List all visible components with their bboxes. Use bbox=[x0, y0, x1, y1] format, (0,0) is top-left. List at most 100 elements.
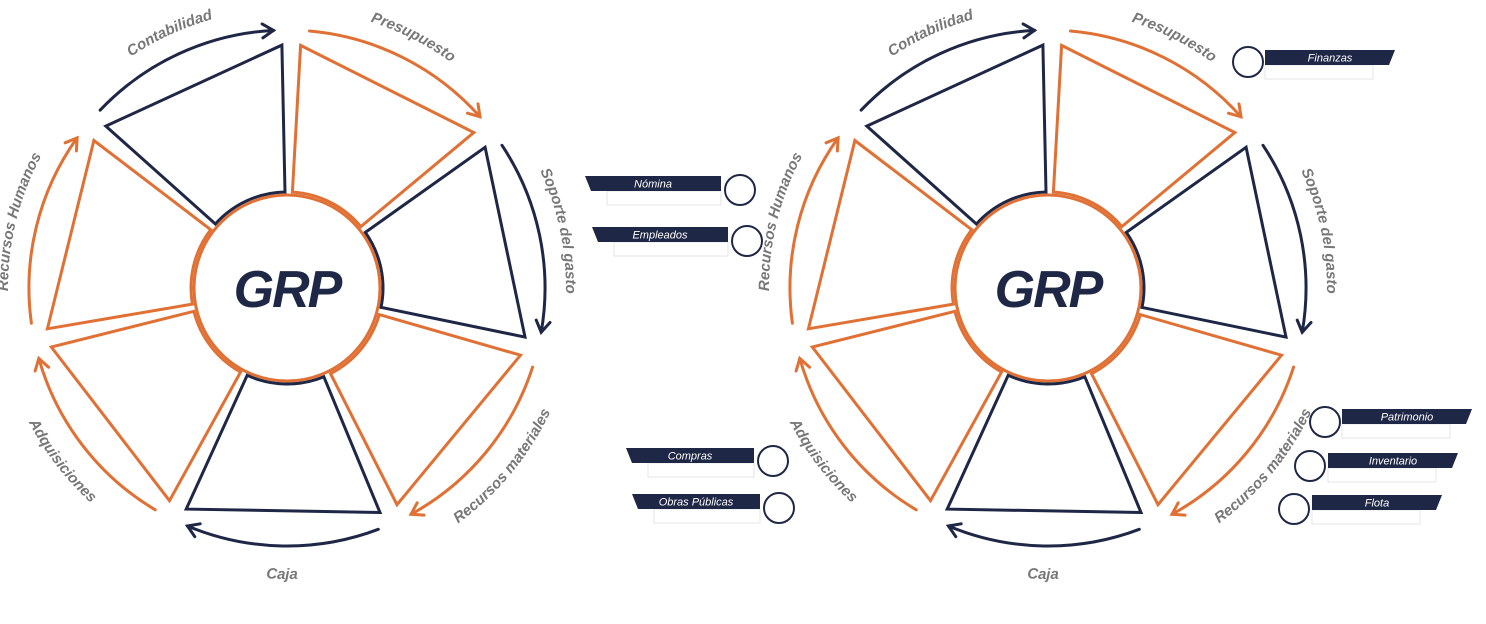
flow-arrow-presupuesto bbox=[1069, 29, 1243, 119]
tag-label: Flota bbox=[1365, 498, 1389, 510]
segment-contabilidad[interactable] bbox=[103, 42, 287, 227]
segment-label-soporte-del-gasto: Soporte del gasto bbox=[1297, 165, 1340, 293]
flow-arrowhead-icon bbox=[794, 355, 812, 373]
segment-label-recursos-materiales: Recursos materiales bbox=[450, 406, 554, 527]
flow-arrowhead-icon bbox=[1295, 318, 1313, 335]
tag-bar bbox=[1312, 495, 1442, 510]
hub-circle bbox=[192, 193, 382, 383]
tag-value-field bbox=[1341, 423, 1451, 439]
segment-label-adquisiciones: Adquisiciones bbox=[786, 415, 861, 506]
tag-value-field bbox=[1327, 467, 1437, 483]
segment-label-caja: Caja bbox=[266, 565, 298, 583]
tag-flota[interactable]: Flota bbox=[1278, 493, 1442, 525]
flow-arrow-recursos-materiales bbox=[409, 365, 535, 516]
hub-circle bbox=[953, 193, 1143, 383]
tag-empleados[interactable]: Empleados bbox=[592, 225, 763, 257]
flow-arrowhead-icon bbox=[184, 522, 202, 539]
tag-value-field bbox=[647, 462, 755, 478]
segment-label-caja: Caja bbox=[1027, 565, 1059, 583]
segment-soporte-del-gasto[interactable] bbox=[1124, 144, 1288, 340]
flow-arrow-contabilidad bbox=[98, 28, 275, 112]
flow-arrow-caja bbox=[946, 524, 1141, 548]
flow-arrow-contabilidad bbox=[859, 28, 1036, 112]
segment-label-contabilidad: Contabilidad bbox=[885, 6, 976, 60]
tag-bar bbox=[1342, 409, 1472, 424]
tag-finanzas[interactable]: Finanzas bbox=[1232, 46, 1395, 80]
tag-circle-icon bbox=[1309, 406, 1341, 438]
flow-arrowhead-icon bbox=[260, 22, 277, 40]
tag-obras-publicas[interactable]: Obras Públicas bbox=[632, 492, 795, 524]
flow-arrow-caja bbox=[185, 524, 380, 548]
tag-bar bbox=[626, 448, 754, 463]
tag-value-field bbox=[613, 241, 729, 257]
tag-value-field bbox=[653, 508, 761, 524]
flow-arrow-soporte-del-gasto bbox=[1261, 143, 1308, 334]
flow-arrow-presupuesto bbox=[308, 29, 482, 119]
tag-label: Nómina bbox=[634, 179, 672, 191]
segment-label-presupuesto: Presupuesto bbox=[1130, 9, 1220, 65]
tag-bar bbox=[632, 494, 760, 509]
flow-arrowhead-icon bbox=[534, 318, 552, 335]
segment-label-presupuesto: Presupuesto bbox=[369, 9, 459, 65]
module-tags: Nómina Empleados Compras Obras Públicas Fina… bbox=[585, 46, 1472, 525]
segment-presupuesto[interactable] bbox=[290, 43, 477, 229]
flow-arrow-recursos-humanos bbox=[788, 136, 840, 325]
segment-label-adquisiciones: Adquisiciones bbox=[25, 415, 100, 506]
segment-label-soporte-del-gasto: Soporte del gasto bbox=[536, 165, 579, 293]
tag-nomina[interactable]: Nómina bbox=[585, 174, 756, 206]
flow-arrow-soporte-del-gasto bbox=[500, 143, 547, 334]
tag-bar bbox=[1265, 50, 1395, 65]
tag-value-field bbox=[1311, 509, 1421, 525]
flow-arrow-adquisiciones bbox=[37, 357, 157, 512]
grp-wheel-left: Presupuesto Soporte del gasto Recursos mat… bbox=[0, 6, 579, 583]
segment-recursos-materiales[interactable] bbox=[1089, 312, 1285, 508]
tag-circle-icon bbox=[763, 492, 795, 524]
segment-caja[interactable] bbox=[944, 373, 1144, 515]
tag-value-field bbox=[606, 190, 722, 206]
segment-presupuesto[interactable] bbox=[1051, 43, 1238, 229]
tag-value-field bbox=[1264, 64, 1374, 80]
tag-label: Finanzas bbox=[1308, 53, 1353, 65]
tag-circle-icon bbox=[1294, 450, 1326, 482]
flow-arrowhead-icon bbox=[945, 522, 963, 539]
hub-title: GRP bbox=[234, 261, 343, 319]
tag-compras[interactable]: Compras bbox=[626, 445, 789, 478]
tag-inventario[interactable]: Inventario bbox=[1294, 450, 1458, 483]
segment-label-contabilidad: Contabilidad bbox=[124, 6, 215, 60]
segment-recursos-materiales[interactable] bbox=[328, 312, 524, 508]
tag-label: Compras bbox=[668, 451, 713, 463]
segment-recursos-humanos[interactable] bbox=[806, 137, 974, 331]
segment-recursos-humanos[interactable] bbox=[45, 137, 213, 331]
tag-bar bbox=[585, 176, 721, 191]
tag-bar bbox=[1328, 453, 1458, 468]
flow-arrowhead-icon bbox=[33, 355, 51, 373]
tag-patrimonio[interactable]: Patrimonio bbox=[1309, 406, 1472, 439]
tag-label: Inventario bbox=[1369, 456, 1417, 468]
flow-arrowhead-icon bbox=[824, 135, 840, 153]
hub-title: GRP bbox=[995, 261, 1104, 319]
segment-caja[interactable] bbox=[183, 373, 383, 515]
flow-arrowhead-icon bbox=[466, 102, 482, 119]
tag-label: Empleados bbox=[632, 230, 688, 242]
flow-arrow-recursos-humanos bbox=[27, 136, 79, 325]
tag-label: Obras Públicas bbox=[659, 497, 734, 509]
segment-soporte-del-gasto[interactable] bbox=[363, 144, 527, 340]
tag-circle-icon bbox=[757, 445, 789, 477]
segment-adquisiciones[interactable] bbox=[809, 309, 1004, 504]
flow-arrowhead-icon bbox=[1227, 102, 1243, 119]
segment-contabilidad[interactable] bbox=[864, 42, 1048, 227]
tag-circle-icon bbox=[1278, 493, 1310, 525]
tag-label: Patrimonio bbox=[1381, 412, 1434, 424]
flow-arrowhead-icon bbox=[1169, 501, 1187, 517]
tag-bar bbox=[592, 227, 728, 242]
flow-arrow-adquisiciones bbox=[798, 357, 918, 512]
tag-circle-icon bbox=[731, 225, 763, 257]
flow-arrowhead-icon bbox=[1021, 22, 1038, 40]
segment-adquisiciones[interactable] bbox=[48, 309, 243, 504]
tag-circle-icon bbox=[1232, 46, 1264, 78]
tag-circle-icon bbox=[724, 174, 756, 206]
flow-arrowhead-icon bbox=[408, 501, 426, 517]
flow-arrowhead-icon bbox=[63, 135, 79, 153]
